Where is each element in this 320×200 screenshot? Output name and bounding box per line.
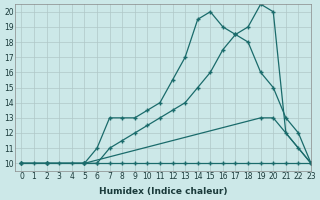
X-axis label: Humidex (Indice chaleur): Humidex (Indice chaleur): [99, 187, 227, 196]
